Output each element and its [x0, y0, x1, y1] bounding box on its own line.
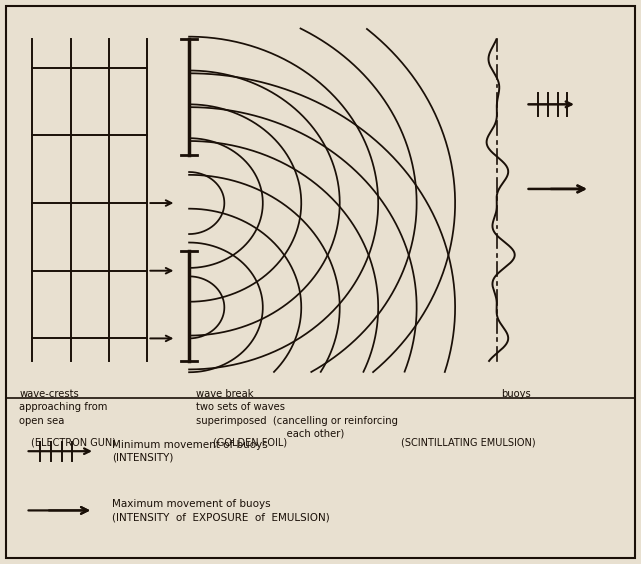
Text: buoys: buoys: [501, 389, 531, 399]
Text: (GOLDEN FOIL): (GOLDEN FOIL): [213, 438, 287, 448]
Text: wave break
two sets of waves
superimposed  (cancelling or reinforcing
          : wave break two sets of waves superimpose…: [196, 389, 397, 439]
Text: (SCINTILLATING EMULSION): (SCINTILLATING EMULSION): [401, 438, 535, 448]
Text: Minimum movement of buoys
(INTENSITY): Minimum movement of buoys (INTENSITY): [112, 439, 268, 463]
Text: (ELECTRON GUN): (ELECTRON GUN): [31, 438, 116, 448]
Text: Maximum movement of buoys
(INTENSITY  of  EXPOSURE  of  EMULSION): Maximum movement of buoys (INTENSITY of …: [112, 499, 330, 522]
Text: wave-crests
approaching from
open sea: wave-crests approaching from open sea: [19, 389, 108, 426]
